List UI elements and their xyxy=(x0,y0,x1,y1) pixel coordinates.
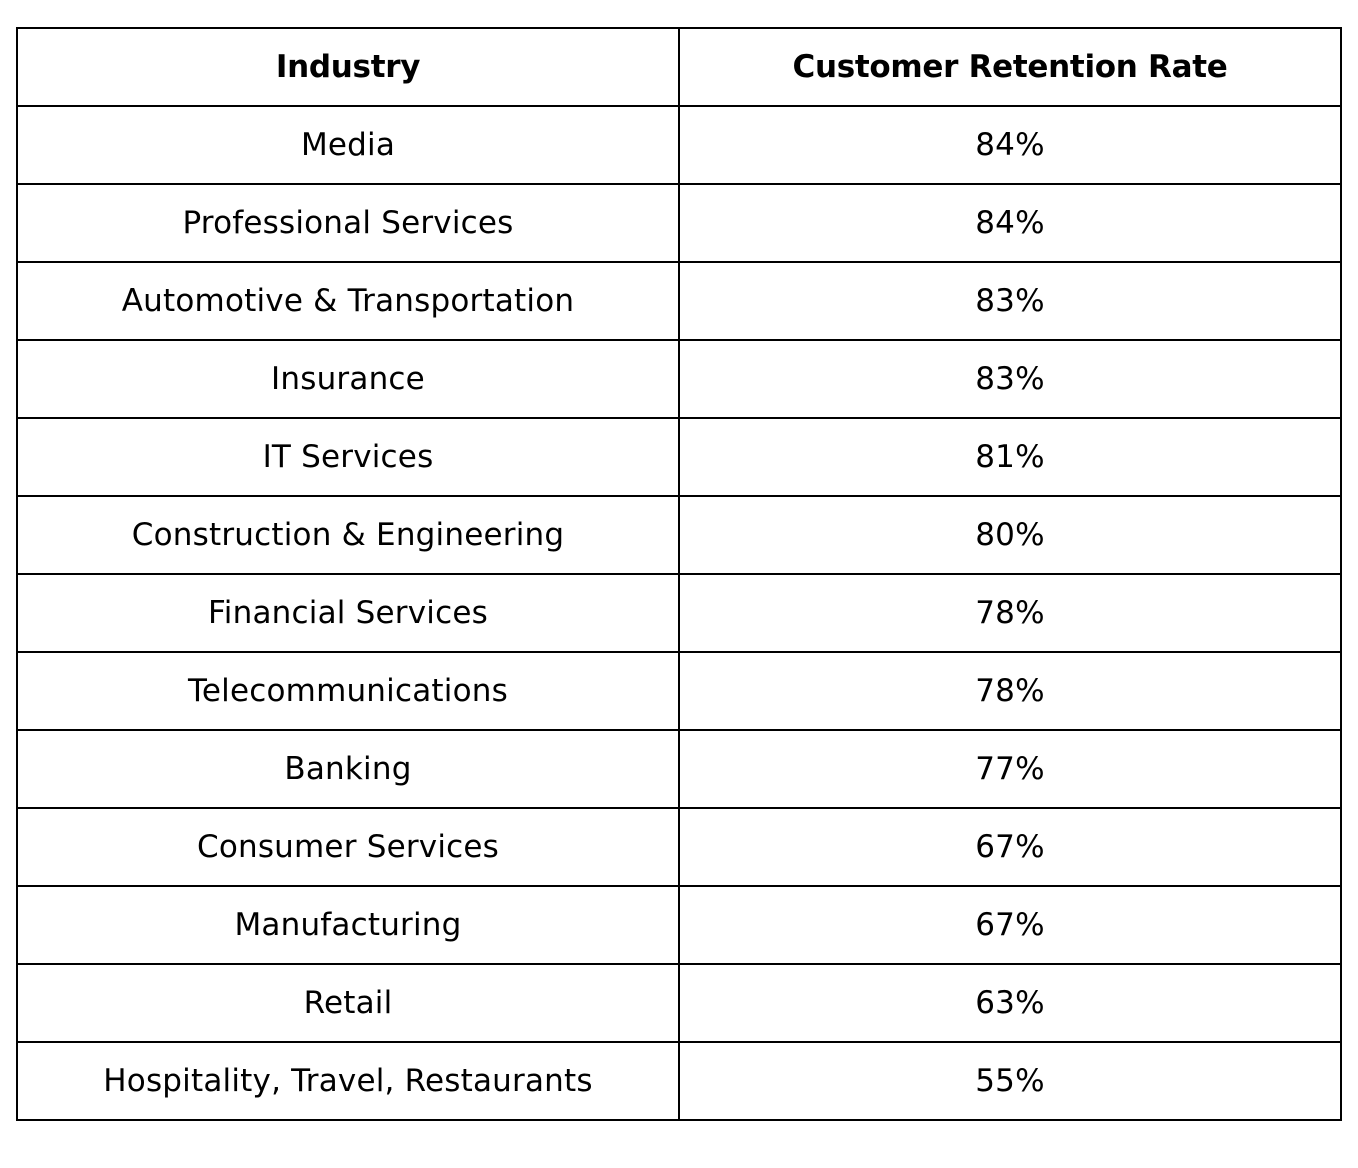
header-industry: Industry xyxy=(16,27,680,107)
industry-cell: Construction & Engineering xyxy=(16,495,680,575)
table-row: Financial Services 78% xyxy=(16,573,1342,653)
table-row: Telecommunications 78% xyxy=(16,651,1342,731)
industry-cell: Manufacturing xyxy=(16,885,680,965)
industry-cell: Insurance xyxy=(16,339,680,419)
table-body: Media 84% Professional Services 84% Auto… xyxy=(16,105,1342,1121)
table-header: Industry Customer Retention Rate xyxy=(16,27,1342,107)
table-row: Banking 77% xyxy=(16,729,1342,809)
retention-rate-cell: 84% xyxy=(678,105,1342,185)
industry-cell: Consumer Services xyxy=(16,807,680,887)
retention-rate-cell: 67% xyxy=(678,885,1342,965)
industry-cell: Financial Services xyxy=(16,573,680,653)
retention-rate-cell: 84% xyxy=(678,183,1342,263)
table-row: Construction & Engineering 80% xyxy=(16,495,1342,575)
retention-rate-cell: 78% xyxy=(678,651,1342,731)
table-row: Consumer Services 67% xyxy=(16,807,1342,887)
retention-table-container: Industry Customer Retention Rate Media 8… xyxy=(16,27,1342,1121)
industry-cell: Banking xyxy=(16,729,680,809)
table-row: Automotive & Transportation 83% xyxy=(16,261,1342,341)
industry-cell: Telecommunications xyxy=(16,651,680,731)
industry-cell: Professional Services xyxy=(16,183,680,263)
header-retention-rate: Customer Retention Rate xyxy=(678,27,1342,107)
industry-cell: Media xyxy=(16,105,680,185)
table-row: IT Services 81% xyxy=(16,417,1342,497)
table-row: Insurance 83% xyxy=(16,339,1342,419)
retention-rate-cell: 63% xyxy=(678,963,1342,1043)
retention-rate-cell: 77% xyxy=(678,729,1342,809)
table-row: Media 84% xyxy=(16,105,1342,185)
table-row: Professional Services 84% xyxy=(16,183,1342,263)
industry-cell: Automotive & Transportation xyxy=(16,261,680,341)
table-row: Manufacturing 67% xyxy=(16,885,1342,965)
retention-rate-cell: 67% xyxy=(678,807,1342,887)
retention-table: Industry Customer Retention Rate Media 8… xyxy=(16,27,1342,1121)
industry-cell: IT Services xyxy=(16,417,680,497)
retention-rate-cell: 55% xyxy=(678,1041,1342,1121)
retention-rate-cell: 83% xyxy=(678,339,1342,419)
retention-rate-cell: 78% xyxy=(678,573,1342,653)
industry-cell: Hospitality, Travel, Restaurants xyxy=(16,1041,680,1121)
retention-rate-cell: 80% xyxy=(678,495,1342,575)
retention-rate-cell: 81% xyxy=(678,417,1342,497)
header-row: Industry Customer Retention Rate xyxy=(16,27,1342,107)
industry-cell: Retail xyxy=(16,963,680,1043)
table-row: Retail 63% xyxy=(16,963,1342,1043)
table-row: Hospitality, Travel, Restaurants 55% xyxy=(16,1041,1342,1121)
retention-rate-cell: 83% xyxy=(678,261,1342,341)
